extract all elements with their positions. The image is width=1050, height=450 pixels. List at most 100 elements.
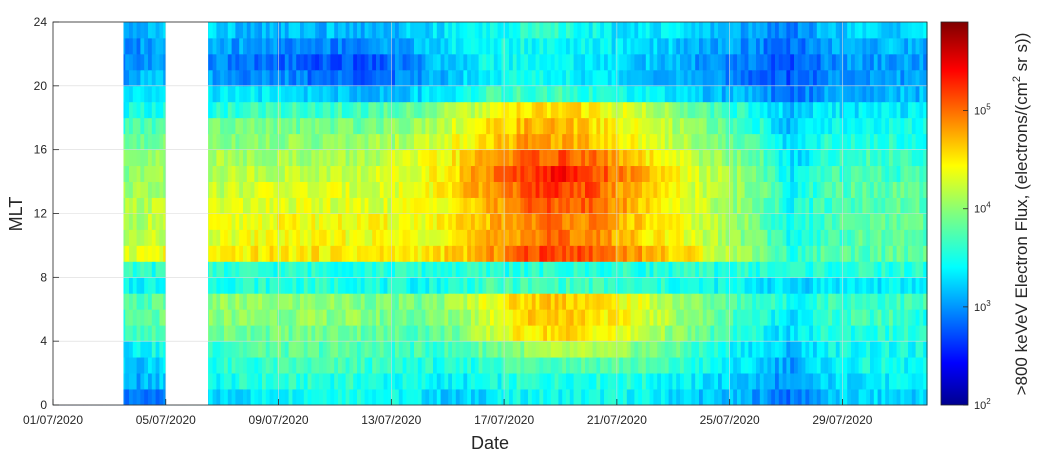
heatmap-cell	[448, 293, 453, 310]
heatmap-cell	[452, 341, 457, 358]
heatmap-cell	[702, 373, 708, 390]
heatmap-cell	[596, 293, 601, 310]
heatmap-cell	[395, 101, 400, 119]
heatmap-cell	[801, 181, 806, 198]
heatmap-cell	[265, 293, 271, 310]
heatmap-cell	[372, 389, 377, 406]
heatmap-cell	[535, 341, 540, 358]
heatmap-cell	[417, 341, 423, 358]
heatmap-cell	[155, 261, 160, 278]
heatmap-cell	[687, 357, 692, 374]
heatmap-cell	[619, 101, 624, 119]
heatmap-cell	[851, 229, 856, 246]
heatmap-cell	[923, 357, 928, 374]
heatmap-cell	[611, 133, 616, 151]
heatmap-cell	[379, 341, 385, 358]
heatmap-cell	[870, 117, 875, 135]
heatmap-cell	[790, 69, 795, 87]
heatmap-cell	[585, 277, 590, 294]
heatmap-cell	[338, 133, 343, 151]
heatmap-cell	[471, 325, 476, 342]
heatmap-cell	[368, 229, 373, 246]
heatmap-cell	[649, 373, 654, 390]
heatmap-cell	[645, 309, 651, 326]
heatmap-cell	[676, 85, 681, 103]
heatmap-cell	[531, 165, 537, 182]
heatmap-cell	[387, 357, 392, 374]
heatmap-cell	[683, 277, 689, 294]
heatmap-cell	[311, 181, 316, 198]
heatmap-cell	[429, 293, 434, 310]
heatmap-cell	[300, 69, 305, 87]
heatmap-cell	[702, 85, 708, 103]
heatmap-cell	[626, 165, 632, 182]
heatmap-cell	[235, 69, 240, 87]
heatmap-cell	[790, 325, 795, 342]
heatmap-cell	[239, 325, 244, 342]
heatmap-cell	[718, 133, 723, 151]
heatmap-cell	[121, 197, 126, 214]
heatmap-cell	[269, 149, 274, 167]
heatmap-cell	[642, 117, 647, 135]
heatmap-cell	[645, 245, 651, 262]
heatmap-cell	[296, 389, 301, 406]
heatmap-cell	[235, 85, 240, 103]
heatmap-cell	[497, 309, 502, 326]
heatmap-cell	[740, 85, 746, 103]
heatmap-cell	[676, 101, 681, 119]
heatmap-cell	[417, 117, 423, 135]
heatmap-cell	[816, 325, 822, 342]
heatmap-cell	[269, 229, 274, 246]
heatmap-cell	[501, 357, 506, 374]
heatmap-cell	[338, 389, 343, 406]
heatmap-cell	[653, 245, 658, 262]
heatmap-cell	[615, 213, 620, 230]
heatmap-cell	[710, 261, 715, 278]
heatmap-cell	[345, 325, 350, 342]
heatmap-cell	[478, 357, 483, 374]
heatmap-cell	[562, 277, 567, 294]
heatmap-cell	[440, 245, 445, 262]
heatmap-cell	[923, 389, 928, 406]
heatmap-cell	[619, 277, 624, 294]
heatmap-cell	[163, 325, 168, 342]
heatmap-cell	[140, 357, 145, 374]
heatmap-cell	[710, 389, 715, 406]
heatmap-cell	[372, 229, 377, 246]
heatmap-cell	[588, 229, 594, 246]
heatmap-cell	[577, 165, 582, 182]
heatmap-cell	[357, 293, 362, 310]
heatmap-cell	[794, 197, 799, 214]
heatmap-cell	[224, 229, 229, 246]
heatmap-cell	[444, 261, 449, 278]
heatmap-cell	[448, 133, 453, 151]
heatmap-cell	[444, 309, 449, 326]
heatmap-cell	[364, 389, 369, 406]
heatmap-cell	[691, 357, 696, 374]
heatmap-cell	[227, 149, 233, 167]
heatmap-cell	[596, 261, 601, 278]
heatmap-cell	[858, 213, 863, 230]
heatmap-cell	[528, 245, 533, 262]
heatmap-cell	[398, 357, 404, 374]
heatmap-cell	[417, 245, 423, 262]
heatmap-cell	[330, 229, 335, 246]
heatmap-cell	[387, 53, 392, 71]
heatmap-cell	[509, 245, 514, 262]
heatmap-cell	[307, 149, 312, 167]
heatmap-cell	[239, 181, 244, 198]
heatmap-cell	[748, 149, 753, 167]
heatmap-cell	[645, 357, 651, 374]
heatmap-cell	[915, 261, 920, 278]
heatmap-cell	[752, 277, 757, 294]
heatmap-cell	[558, 69, 563, 87]
heatmap-cell	[877, 213, 882, 230]
heatmap-cell	[159, 213, 164, 230]
heatmap-cell	[159, 293, 164, 310]
heatmap-cell	[349, 101, 354, 119]
heatmap-cell	[334, 341, 339, 358]
heatmap-cell	[782, 133, 787, 151]
heatmap-cell	[505, 165, 510, 182]
heatmap-cell	[619, 245, 624, 262]
heatmap-cell	[904, 389, 909, 406]
